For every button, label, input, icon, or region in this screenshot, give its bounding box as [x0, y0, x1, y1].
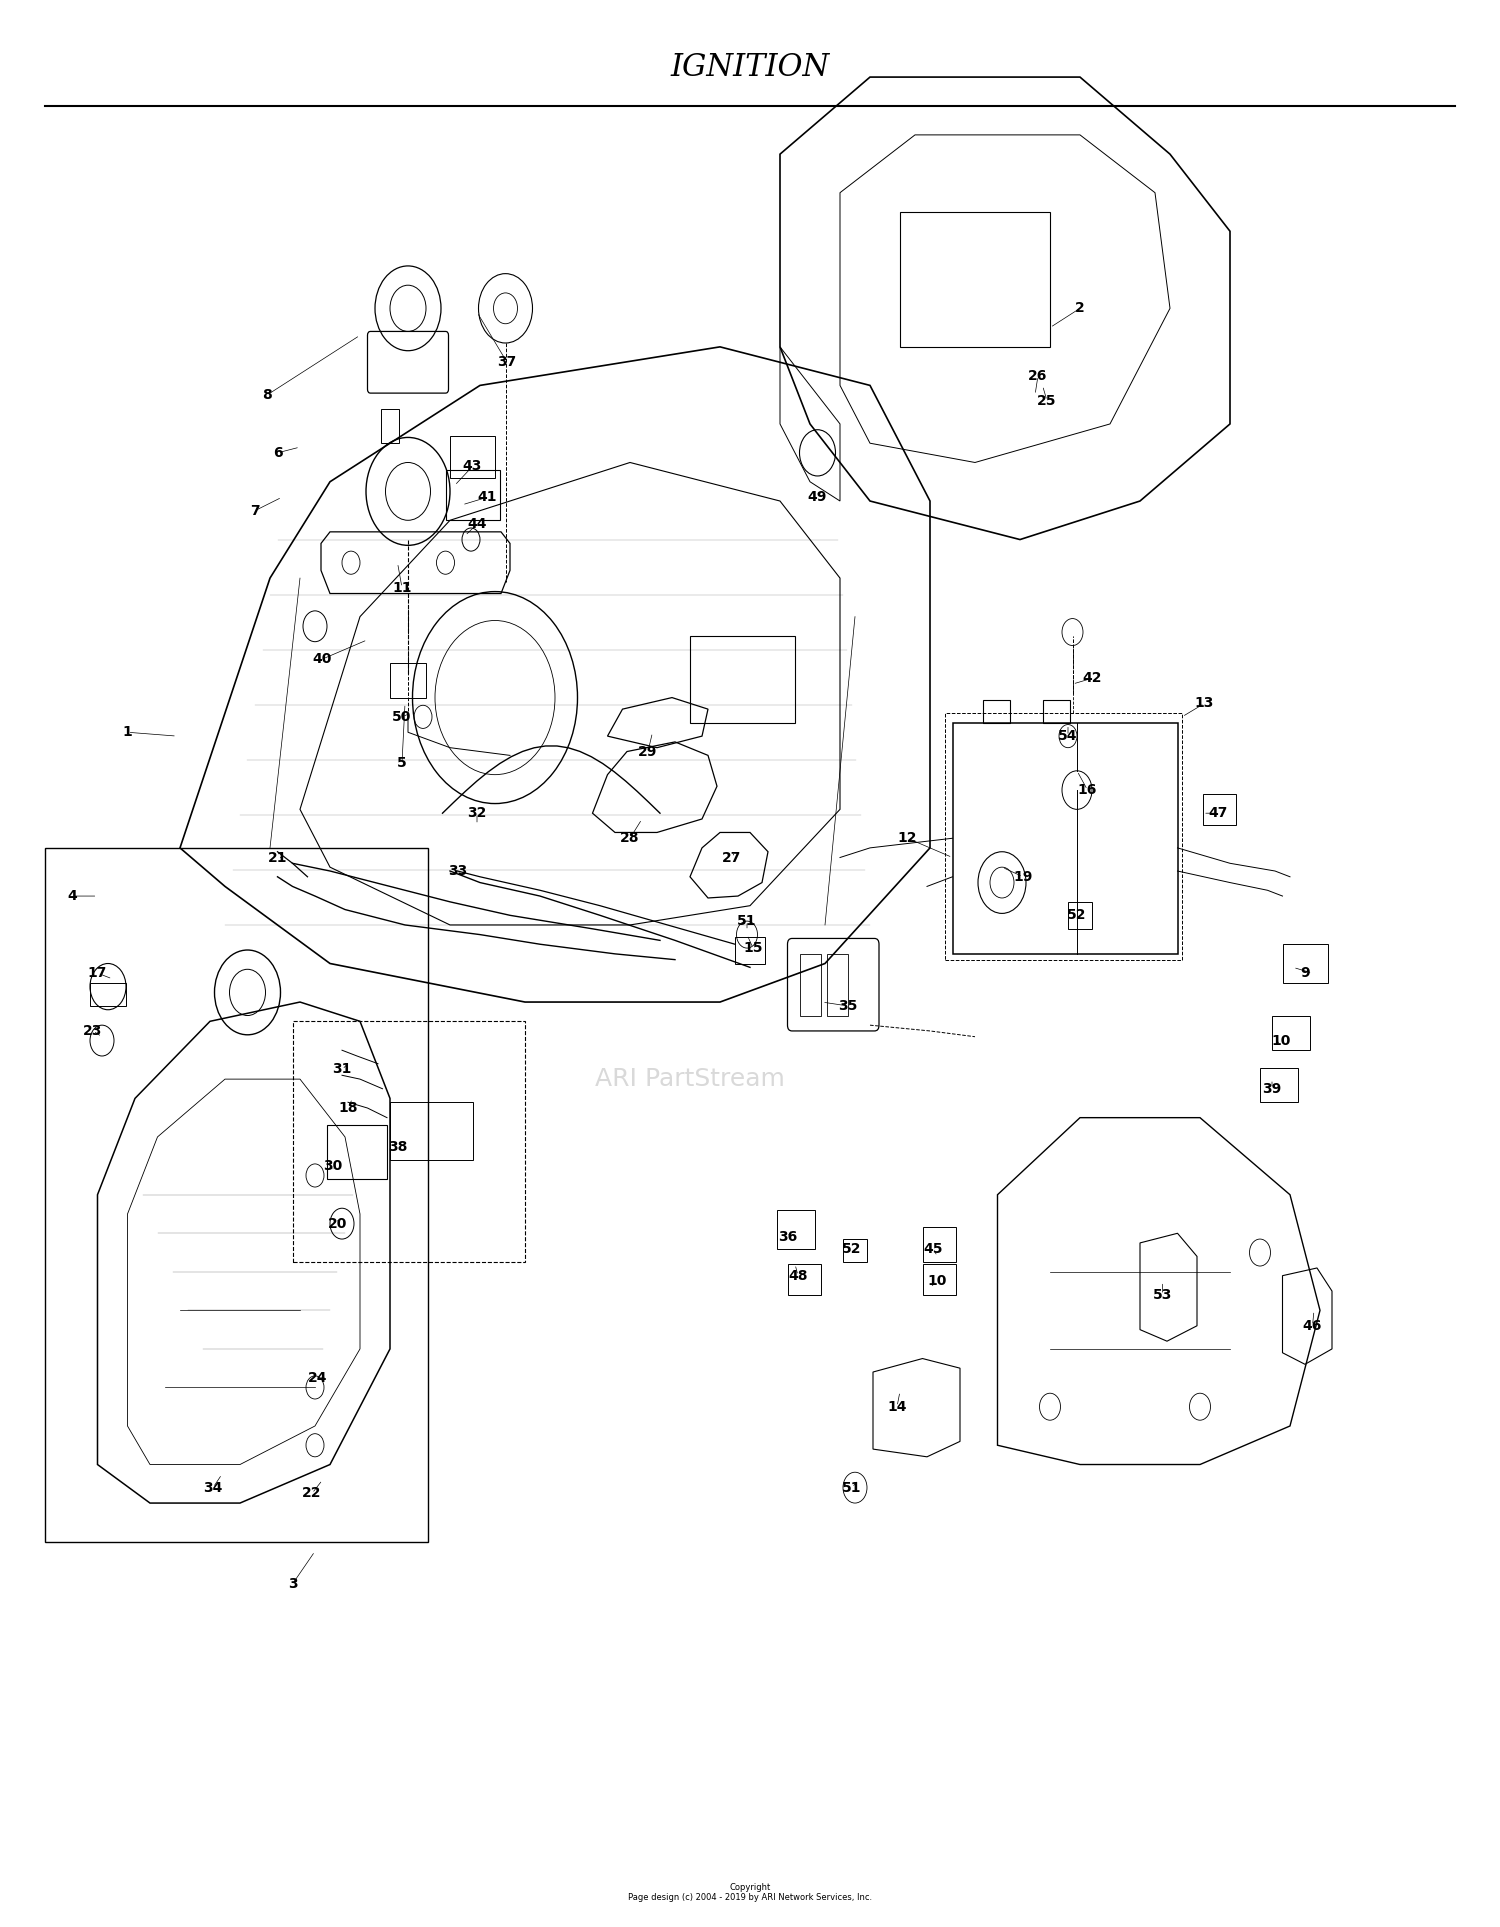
Text: 10: 10 [1272, 1033, 1290, 1048]
Text: 35: 35 [839, 998, 856, 1014]
Text: 51: 51 [842, 1480, 861, 1495]
Text: 49: 49 [808, 489, 826, 505]
Bar [327, 1125, 387, 1179]
Text: 10: 10 [928, 1274, 946, 1289]
Text: 2: 2 [1076, 301, 1084, 316]
Bar [390, 1102, 472, 1160]
Bar [381, 409, 399, 443]
Text: 45: 45 [922, 1241, 942, 1256]
Bar [982, 700, 1010, 723]
Bar [45, 848, 428, 1542]
Bar [690, 636, 795, 723]
Text: 6: 6 [273, 445, 282, 461]
Text: 30: 30 [324, 1158, 342, 1174]
Text: 21: 21 [267, 850, 288, 865]
Text: 13: 13 [1196, 696, 1214, 711]
Bar [1203, 794, 1236, 825]
Bar [922, 1227, 956, 1262]
Text: 25: 25 [1038, 393, 1056, 409]
Text: 40: 40 [314, 651, 332, 667]
Text: 27: 27 [723, 850, 741, 865]
Bar [1042, 700, 1070, 723]
Text: 33: 33 [448, 863, 466, 879]
Bar [843, 1239, 867, 1262]
Text: 47: 47 [1209, 805, 1227, 821]
Bar [945, 713, 1182, 960]
Bar [952, 723, 1178, 954]
Text: ARI PartStream: ARI PartStream [596, 1068, 784, 1091]
Text: 7: 7 [251, 503, 260, 518]
Text: Copyright
Page design (c) 2004 - 2019 by ARI Network Services, Inc.: Copyright Page design (c) 2004 - 2019 by… [628, 1883, 872, 1902]
Bar [1272, 1016, 1310, 1050]
Text: 53: 53 [1154, 1287, 1172, 1303]
Text: 9: 9 [1300, 965, 1310, 981]
Text: 24: 24 [309, 1370, 327, 1386]
Text: 26: 26 [1029, 368, 1047, 383]
Text: 41: 41 [477, 489, 496, 505]
Bar [800, 954, 820, 1016]
Text: 44: 44 [468, 516, 486, 532]
Text: 3: 3 [288, 1576, 297, 1592]
Text: 51: 51 [738, 913, 756, 929]
Text: 31: 31 [333, 1062, 351, 1077]
Text: 34: 34 [204, 1480, 222, 1495]
Text: 38: 38 [388, 1139, 406, 1154]
Bar [292, 1021, 525, 1262]
Text: 1: 1 [123, 725, 132, 740]
Bar [450, 436, 495, 478]
Text: 52: 52 [842, 1241, 861, 1256]
Bar [900, 212, 1050, 347]
Text: 39: 39 [1263, 1081, 1281, 1096]
Text: 36: 36 [778, 1229, 796, 1245]
Bar [922, 1264, 956, 1295]
Bar [1282, 944, 1328, 983]
Text: 23: 23 [84, 1023, 102, 1039]
Text: 14: 14 [888, 1399, 906, 1414]
Text: 37: 37 [498, 355, 516, 370]
Bar [777, 1210, 814, 1249]
Text: 54: 54 [1059, 728, 1077, 744]
Text: 5: 5 [398, 755, 406, 771]
Text: 16: 16 [1078, 782, 1096, 798]
Text: 15: 15 [744, 940, 762, 956]
Bar [1260, 1068, 1298, 1102]
Text: 8: 8 [262, 387, 272, 403]
Text: 11: 11 [393, 580, 411, 595]
Text: 52: 52 [1068, 908, 1086, 923]
Text: 28: 28 [621, 831, 639, 846]
Bar [735, 937, 765, 964]
Bar [390, 663, 426, 698]
Text: 29: 29 [639, 744, 657, 759]
Bar [1068, 902, 1092, 929]
Text: 32: 32 [468, 805, 486, 821]
Bar [788, 1264, 820, 1295]
Text: 4: 4 [68, 888, 76, 904]
Text: 19: 19 [1014, 869, 1032, 884]
Text: 18: 18 [339, 1100, 357, 1116]
Text: 20: 20 [328, 1216, 346, 1231]
Bar [90, 983, 126, 1006]
Text: 17: 17 [88, 965, 106, 981]
Bar [827, 954, 848, 1016]
Text: 22: 22 [302, 1486, 321, 1501]
Text: 43: 43 [464, 459, 482, 474]
Text: 46: 46 [1304, 1318, 1322, 1333]
Text: 42: 42 [1083, 671, 1101, 686]
Text: 50: 50 [393, 709, 411, 725]
Text: IGNITION: IGNITION [670, 52, 830, 83]
Text: 12: 12 [897, 831, 916, 846]
Bar [446, 470, 500, 520]
Text: 48: 48 [789, 1268, 807, 1283]
